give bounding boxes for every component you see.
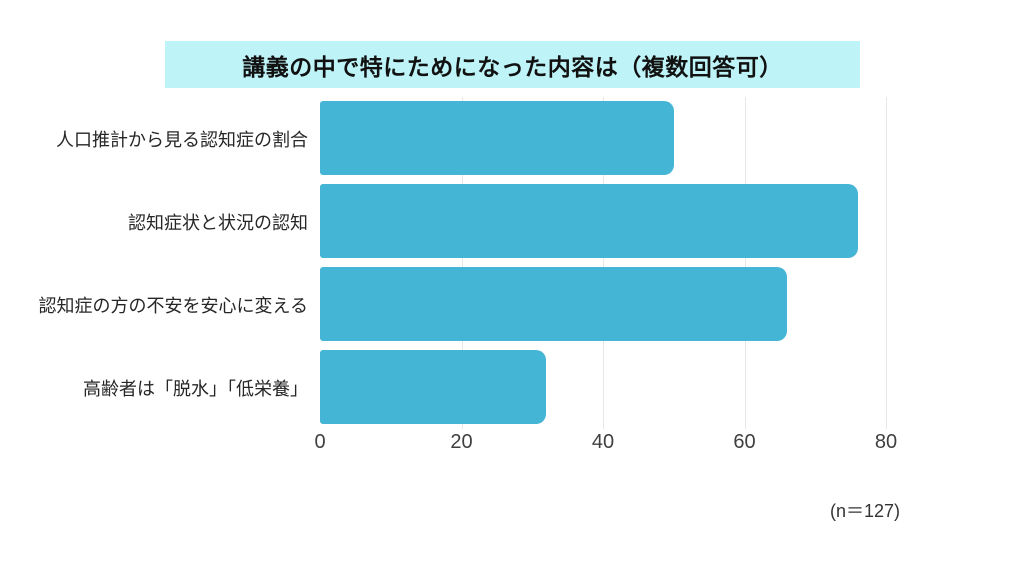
bar [320, 350, 547, 424]
bar-row [320, 97, 886, 180]
bar-row [320, 346, 886, 429]
category-label: 人口推計から見る認知症の割合 [56, 129, 308, 150]
bar [320, 101, 674, 175]
x-tick-label: 0 [314, 431, 326, 453]
gridline [886, 97, 887, 429]
x-tick-label: 60 [733, 431, 756, 453]
category-label: 認知症の方の不安を安心に変える [38, 295, 308, 316]
gridline [744, 97, 746, 429]
plot-area [320, 97, 887, 429]
bar [320, 184, 858, 258]
bar [320, 267, 787, 341]
category-label: 認知症状と状況の認知 [128, 212, 308, 233]
bar-row [320, 263, 886, 346]
x-tick-label: 20 [450, 431, 473, 453]
category-label: 高齢者は「脱水」「低栄養」 [83, 378, 308, 399]
x-tick-label: 40 [591, 431, 615, 453]
category-axis: 人口推計から見る認知症の割合認知症状と状況の認知認知症の方の不安を安心に変える高… [0, 97, 308, 429]
bar-row [320, 180, 886, 263]
x-tick-label: 80 [874, 431, 898, 453]
x-axis: 0 20 40 60 80 [314, 431, 897, 457]
gridline [603, 97, 604, 429]
gridline [461, 97, 463, 429]
chart-title: 講義の中で特にためになった内容は（複数回答可） [165, 41, 860, 88]
sample-size-note: (n＝127) [829, 501, 900, 521]
